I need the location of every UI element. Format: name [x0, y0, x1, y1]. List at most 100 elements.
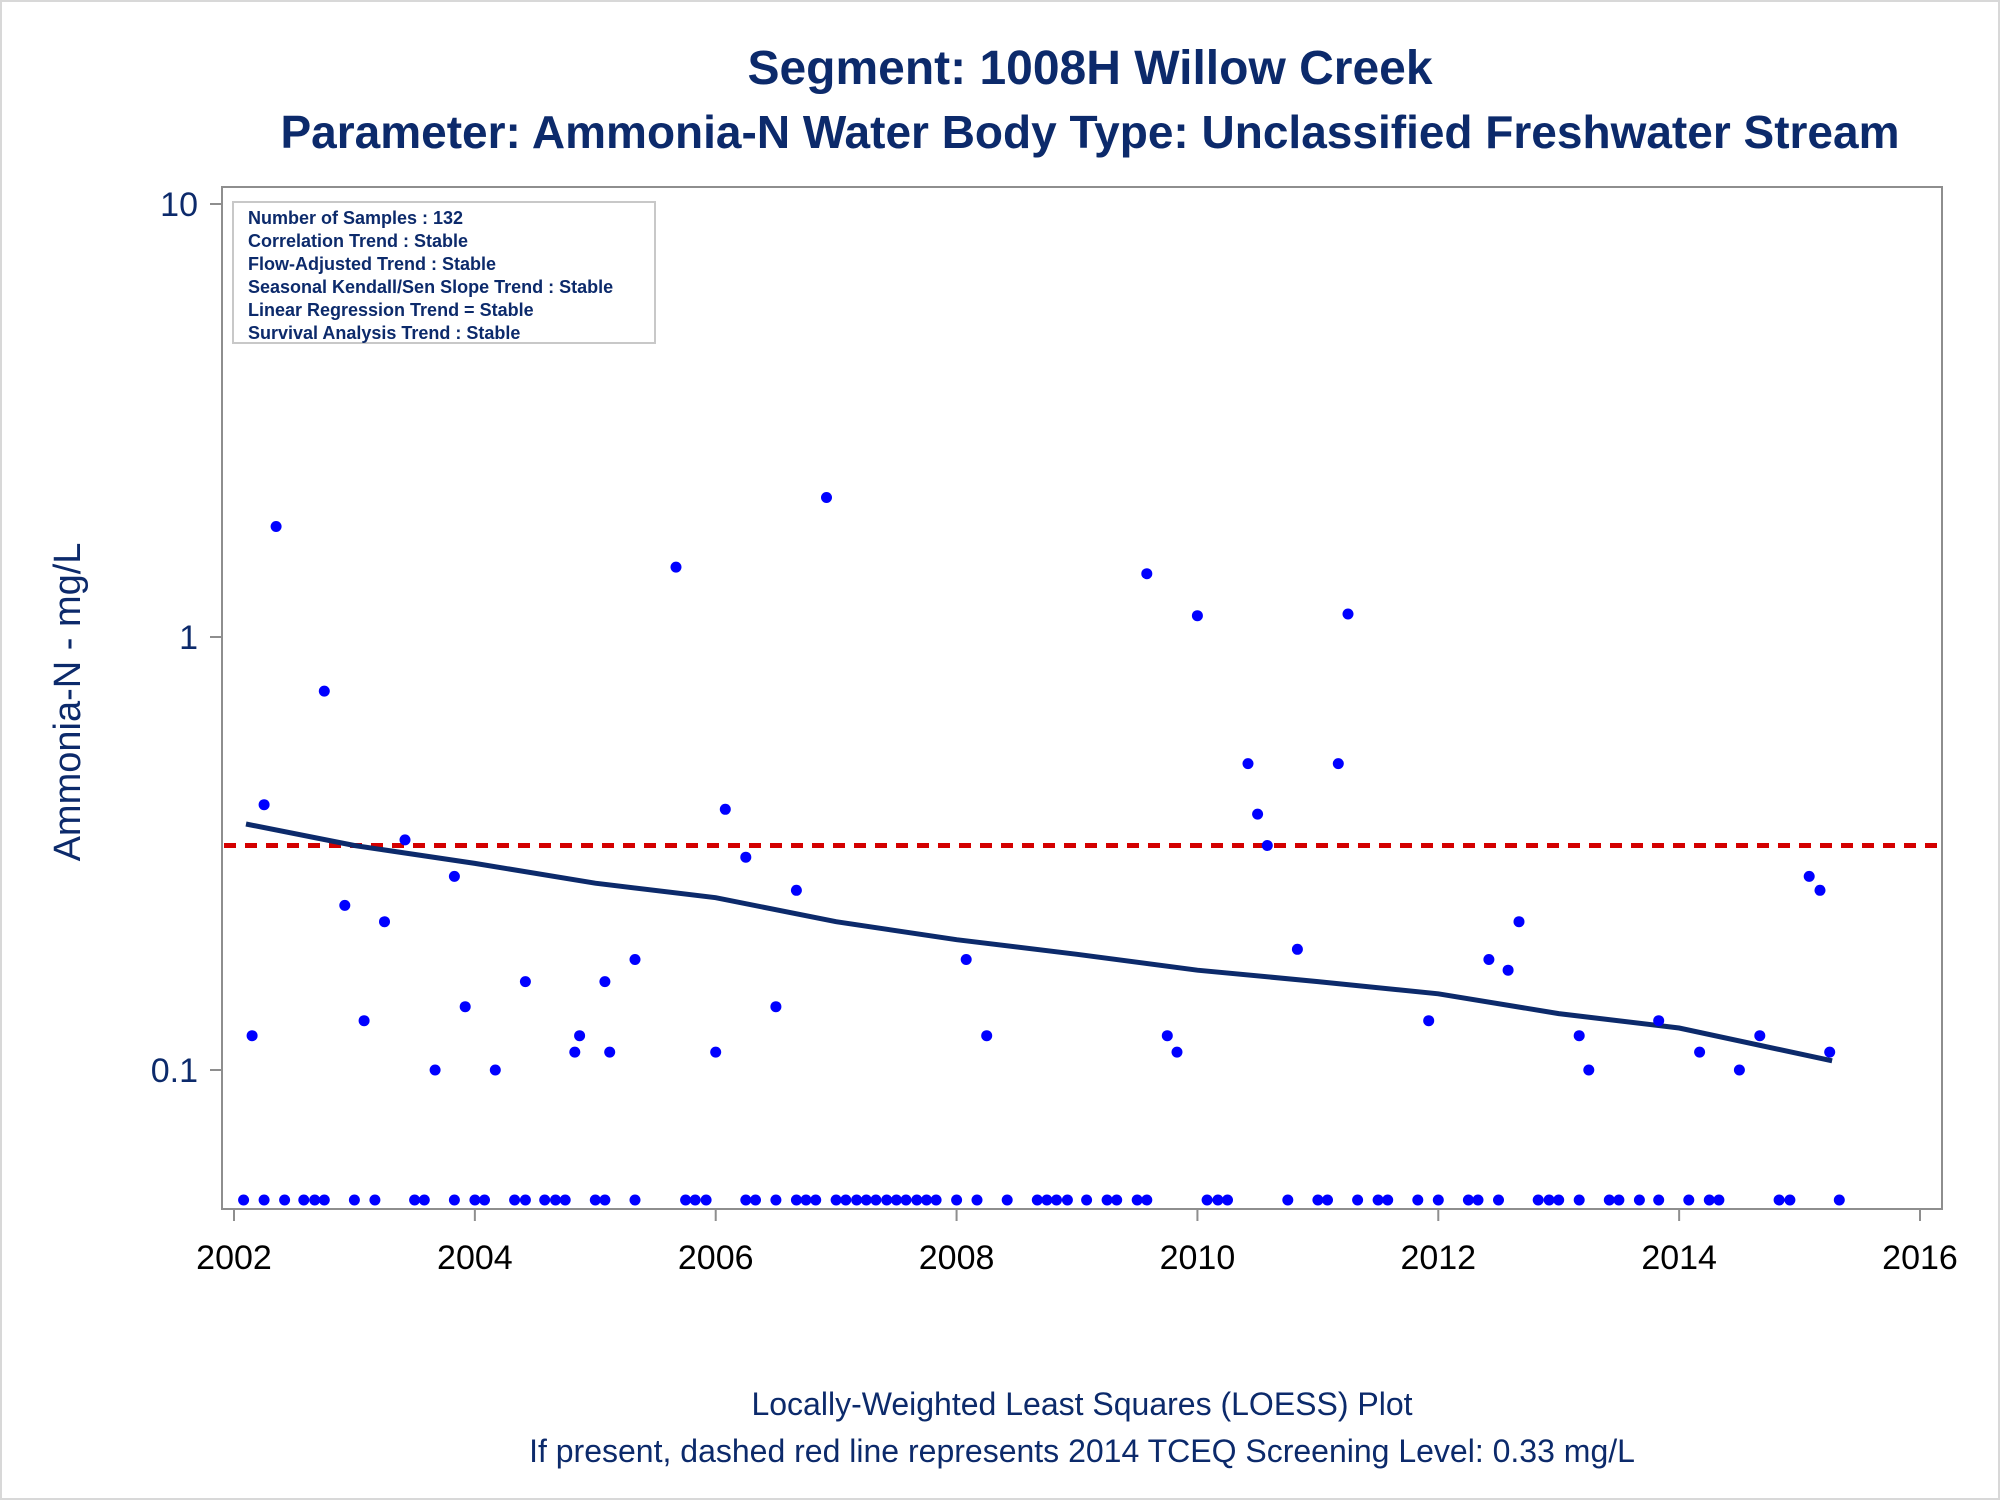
data-point — [1412, 1194, 1424, 1206]
data-point — [429, 1064, 441, 1076]
data-point — [448, 1194, 460, 1206]
data-point — [418, 1194, 430, 1206]
data-point — [1001, 1194, 1013, 1206]
data-point — [318, 1194, 330, 1206]
data-point — [770, 1001, 782, 1013]
data-point — [519, 976, 531, 988]
data-point — [1543, 1194, 1555, 1206]
data-point — [1191, 610, 1203, 622]
data-point — [1101, 1194, 1113, 1206]
data-point — [719, 803, 731, 815]
data-point — [238, 1194, 250, 1206]
data-point — [1733, 1064, 1745, 1076]
data-point — [519, 1194, 531, 1206]
data-point — [870, 1194, 882, 1206]
data-point — [629, 1194, 641, 1206]
data-point — [258, 799, 270, 811]
data-point — [851, 1194, 863, 1206]
data-point — [1784, 1194, 1796, 1206]
data-point — [750, 1194, 761, 1206]
data-point — [740, 1194, 752, 1206]
data-point — [1824, 1046, 1836, 1058]
data-point — [710, 1046, 722, 1058]
data-point — [1161, 1030, 1173, 1042]
data-point — [309, 1194, 321, 1206]
data-point — [900, 1194, 912, 1206]
data-point — [1502, 964, 1514, 976]
data-point — [921, 1194, 932, 1206]
data-point — [960, 954, 972, 965]
data-point — [1483, 954, 1495, 965]
chart-subtitle: Parameter: Ammonia-N Water Body Type: Un… — [281, 106, 1900, 158]
data-point — [860, 1194, 872, 1206]
data-point — [1141, 1194, 1153, 1206]
x-axis: 2002 2004 2006 2008 2010 2012 2014 2016 — [196, 1209, 1958, 1277]
data-point — [1141, 568, 1153, 580]
stats-line-seasonal-kendall: Seasonal Kendall/Sen Slope Trend : Stabl… — [248, 277, 613, 297]
data-point — [469, 1194, 481, 1206]
stats-line-survival: Survival Analysis Trend : Stable — [248, 323, 520, 343]
data-point — [770, 1194, 782, 1206]
data-point — [1773, 1194, 1785, 1206]
data-point — [1041, 1194, 1053, 1206]
data-point — [1683, 1194, 1695, 1206]
data-point — [1573, 1194, 1585, 1206]
data-point — [971, 1194, 983, 1206]
plot-area — [221, 186, 1943, 1210]
data-point — [689, 1194, 701, 1206]
data-point — [821, 492, 832, 503]
data-point — [951, 1194, 963, 1206]
x-tick-label: 2016 — [1882, 1239, 1958, 1277]
data-point — [1472, 1194, 1484, 1206]
data-point — [1051, 1194, 1062, 1206]
data-point — [1061, 1194, 1073, 1206]
data-point — [489, 1064, 501, 1076]
data-point — [1513, 916, 1525, 928]
data-point — [1111, 1194, 1123, 1206]
data-point — [1573, 1030, 1585, 1042]
data-point — [1803, 870, 1815, 882]
data-point — [800, 1194, 812, 1206]
stats-line-linear-regression: Linear Regression Trend = Stable — [248, 300, 534, 320]
loess-layer — [245, 821, 1833, 1064]
data-point — [599, 1194, 611, 1206]
x-tick-label: 2006 — [678, 1239, 754, 1277]
data-point — [740, 851, 752, 863]
data-point — [298, 1194, 310, 1206]
x-tick-label: 2012 — [1400, 1239, 1476, 1277]
data-point — [574, 1030, 586, 1042]
data-point — [1694, 1046, 1706, 1058]
data-point — [569, 1046, 581, 1058]
data-point — [1633, 1194, 1645, 1206]
data-point — [1081, 1194, 1093, 1206]
data-point — [680, 1194, 692, 1206]
data-point — [1613, 1194, 1625, 1206]
data-point — [890, 1194, 902, 1206]
data-point — [1312, 1194, 1324, 1206]
data-point — [1352, 1194, 1364, 1206]
data-point — [539, 1194, 551, 1206]
data-point — [479, 1194, 490, 1206]
data-point — [981, 1030, 993, 1042]
data-point — [399, 834, 411, 846]
data-point — [1833, 1194, 1845, 1206]
data-point — [348, 1194, 360, 1206]
y-tick-label: 10 — [160, 186, 198, 224]
data-point — [830, 1194, 842, 1206]
data-point — [1372, 1194, 1384, 1206]
data-point — [589, 1194, 601, 1206]
data-point — [1653, 1194, 1665, 1206]
data-point — [1653, 1015, 1665, 1027]
data-point — [930, 1194, 942, 1206]
data-point — [409, 1194, 421, 1206]
data-point — [1423, 1015, 1435, 1027]
footnote-screening: If present, dashed red line represents 2… — [529, 1433, 1635, 1469]
data-point — [270, 521, 282, 532]
data-point — [258, 1194, 270, 1206]
data-point — [1291, 943, 1303, 955]
x-tick-label: 2004 — [437, 1239, 513, 1277]
stats-box-frame — [232, 201, 656, 344]
data-point — [509, 1194, 521, 1206]
data-point — [369, 1194, 381, 1206]
